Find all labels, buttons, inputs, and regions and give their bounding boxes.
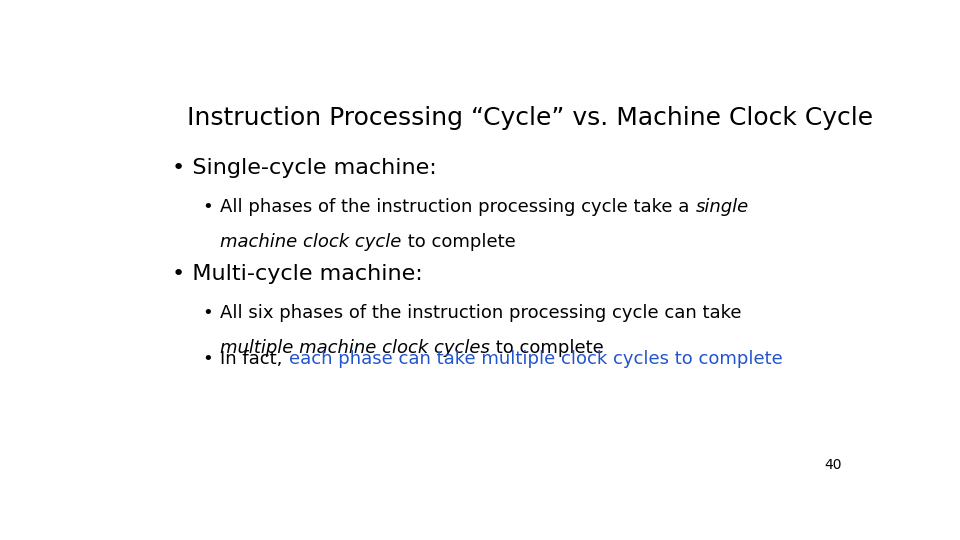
Text: to complete: to complete	[402, 233, 516, 251]
Text: multiple machine clock cycles: multiple machine clock cycles	[221, 339, 491, 357]
Text: •: •	[202, 304, 212, 322]
Text: In fact,: In fact,	[221, 349, 289, 368]
Text: •: •	[202, 198, 212, 216]
Text: • Single-cycle machine:: • Single-cycle machine:	[172, 158, 437, 178]
Text: single: single	[696, 198, 749, 216]
Text: All six phases of the instruction processing cycle can take: All six phases of the instruction proces…	[221, 304, 742, 322]
Text: All phases of the instruction processing cycle take a: All phases of the instruction processing…	[221, 198, 696, 216]
Text: each phase can take multiple clock cycles to complete: each phase can take multiple clock cycle…	[289, 349, 782, 368]
Text: • Multi-cycle machine:: • Multi-cycle machine:	[172, 265, 422, 285]
Text: machine clock cycle: machine clock cycle	[221, 233, 402, 251]
Text: Instruction Processing “Cycle” vs. Machine Clock Cycle: Instruction Processing “Cycle” vs. Machi…	[187, 106, 873, 130]
Text: •: •	[202, 349, 212, 368]
Text: 40: 40	[825, 458, 842, 472]
Text: to complete: to complete	[491, 339, 604, 357]
